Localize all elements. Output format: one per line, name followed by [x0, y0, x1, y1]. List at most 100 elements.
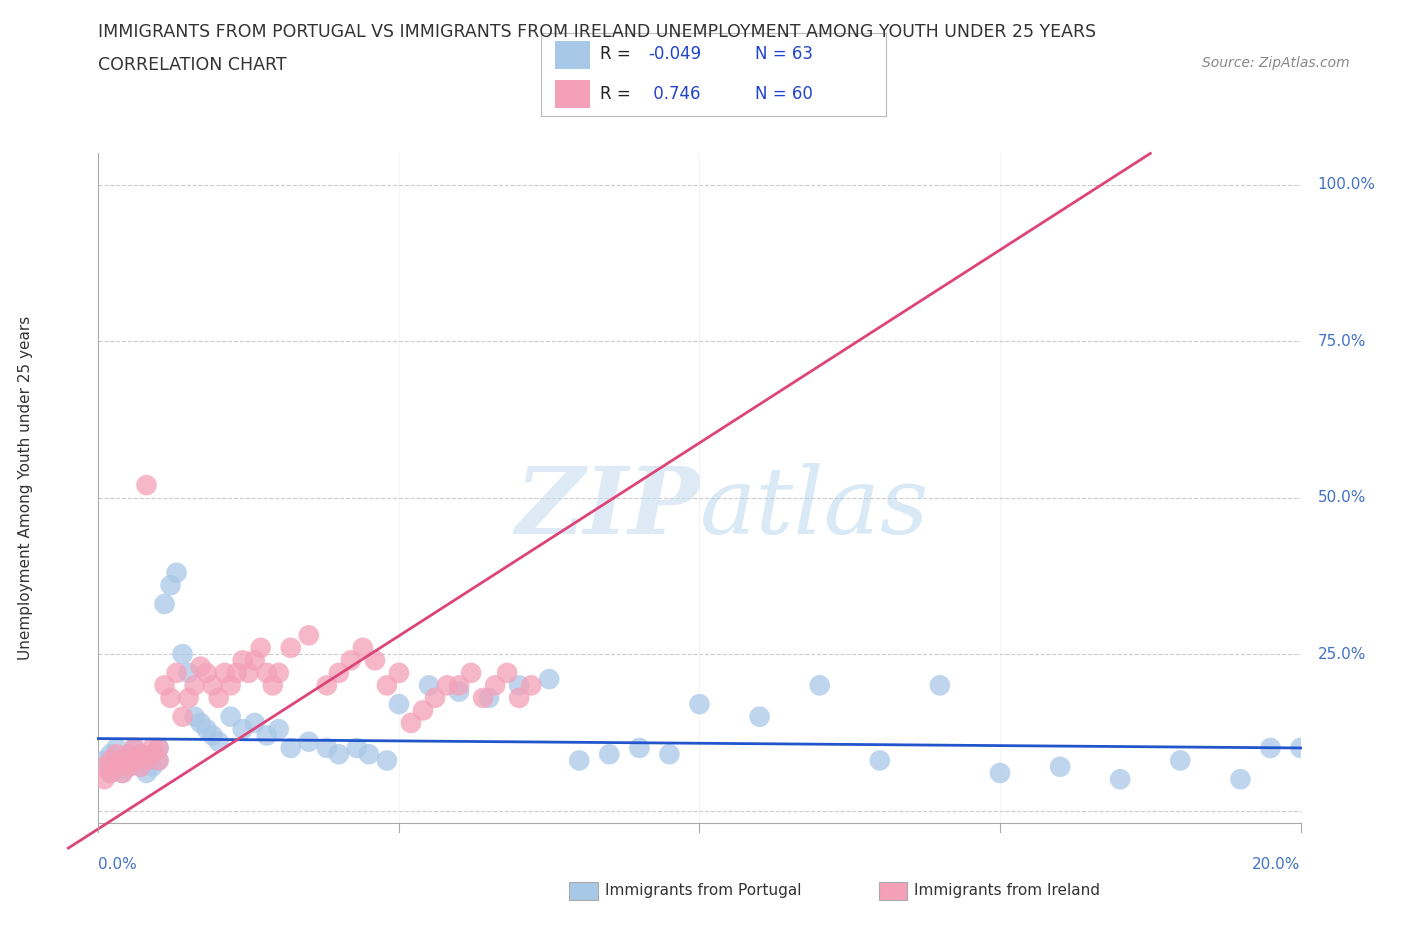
Point [129, 747, 152, 762]
Point [183, 710, 205, 724]
Point [315, 740, 337, 755]
Point [364, 653, 387, 668]
Point [93, 772, 115, 787]
Point [135, 765, 157, 780]
Point [208, 735, 231, 750]
Text: 100.0%: 100.0% [1317, 178, 1375, 193]
Point [141, 759, 163, 774]
Point [238, 666, 260, 681]
Text: IMMIGRANTS FROM PORTUGAL VS IMMIGRANTS FROM IRELAND UNEMPLOYMENT AMONG YOUTH UND: IMMIGRANTS FROM PORTUGAL VS IMMIGRANTS F… [98, 23, 1097, 41]
Point [748, 710, 770, 724]
Point [100, 765, 122, 780]
Point [141, 747, 163, 762]
Text: N = 60: N = 60 [755, 85, 813, 102]
Point [117, 747, 139, 762]
Point [496, 666, 519, 681]
Point [520, 678, 543, 693]
Point [249, 641, 271, 656]
Point [129, 747, 152, 762]
Point [280, 740, 302, 755]
Point [105, 740, 128, 755]
Point [129, 759, 152, 774]
Point [105, 759, 128, 774]
Text: 25.0%: 25.0% [1317, 646, 1365, 661]
Point [141, 740, 163, 755]
Point [538, 671, 561, 686]
Point [478, 690, 501, 705]
Point [1229, 772, 1251, 787]
Text: R =: R = [600, 85, 641, 102]
Text: -0.049: -0.049 [648, 46, 702, 63]
Point [328, 747, 350, 762]
Point [111, 765, 134, 780]
Point [1260, 740, 1282, 755]
Point [508, 690, 530, 705]
Point [929, 678, 952, 693]
Text: Unemployment Among Youth under 25 years: Unemployment Among Youth under 25 years [18, 316, 32, 660]
Point [658, 747, 681, 762]
Point [262, 678, 284, 693]
Point [256, 728, 278, 743]
Point [111, 765, 134, 780]
Point [280, 641, 302, 656]
Point [166, 565, 188, 580]
Point [183, 678, 205, 693]
Point [177, 690, 200, 705]
Point [1289, 740, 1312, 755]
Point [100, 753, 122, 768]
Point [93, 753, 115, 768]
Point [328, 666, 350, 681]
Text: atlas: atlas [699, 463, 929, 553]
Point [232, 722, 254, 737]
Point [111, 753, 134, 768]
Point [508, 678, 530, 693]
Text: 20.0%: 20.0% [1253, 857, 1301, 872]
Text: 75.0%: 75.0% [1317, 334, 1365, 349]
Point [148, 753, 170, 768]
Point [628, 740, 651, 755]
Text: Immigrants from Ireland: Immigrants from Ireland [914, 884, 1099, 898]
Point [460, 666, 482, 681]
Point [172, 646, 194, 661]
Bar [555, 41, 589, 69]
Point [153, 596, 176, 611]
Point [172, 710, 194, 724]
Point [124, 753, 146, 768]
Point [177, 666, 200, 681]
Point [352, 641, 374, 656]
Point [166, 666, 188, 681]
Point [472, 690, 495, 705]
Point [375, 678, 398, 693]
Text: Immigrants from Portugal: Immigrants from Portugal [605, 884, 801, 898]
Point [225, 666, 247, 681]
Point [256, 666, 278, 681]
Point [1170, 753, 1192, 768]
Point [208, 690, 231, 705]
Point [243, 715, 266, 730]
Point [375, 753, 398, 768]
Point [148, 753, 170, 768]
Point [346, 740, 368, 755]
Point [1109, 772, 1132, 787]
Point [190, 715, 212, 730]
Point [418, 678, 440, 693]
Point [219, 678, 242, 693]
Point [298, 628, 321, 643]
Point [100, 747, 122, 762]
Point [399, 715, 422, 730]
Text: ZIP: ZIP [515, 463, 699, 553]
Point [447, 678, 470, 693]
Point [124, 753, 146, 768]
Point [117, 759, 139, 774]
Point [267, 666, 290, 681]
Text: Source: ZipAtlas.com: Source: ZipAtlas.com [1202, 56, 1350, 70]
Point [484, 678, 506, 693]
Point [201, 678, 224, 693]
Point [388, 697, 411, 711]
Point [201, 728, 224, 743]
Point [688, 697, 710, 711]
Point [447, 684, 470, 699]
Point [869, 753, 891, 768]
Point [117, 759, 139, 774]
Point [195, 666, 218, 681]
